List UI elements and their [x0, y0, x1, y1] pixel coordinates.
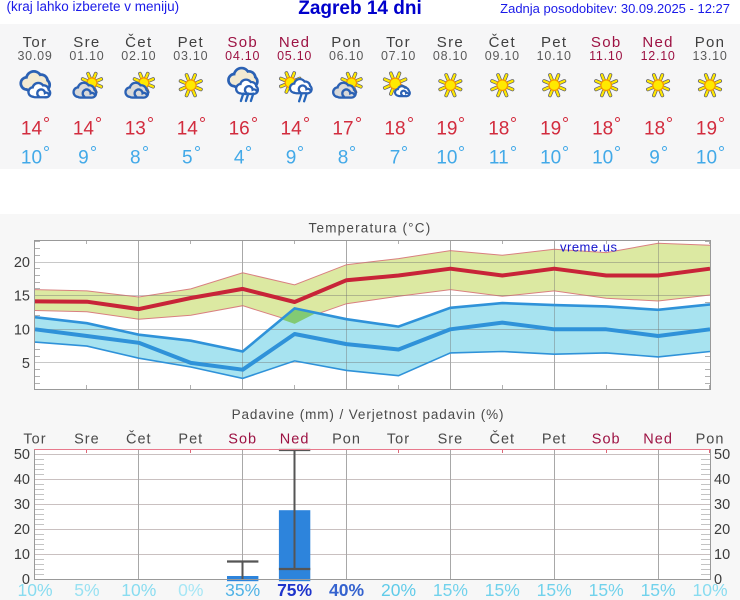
svg-text:0: 0	[22, 572, 30, 588]
svg-text:Padavine (mm) / Verjetnost pad: Padavine (mm) / Verjetnost padavin (%)	[232, 407, 505, 422]
svg-text:20: 20	[14, 255, 30, 271]
svg-text:10: 10	[14, 547, 30, 563]
svg-text:0: 0	[714, 572, 722, 588]
svg-text:Sre: Sre	[74, 432, 100, 448]
svg-text:20: 20	[714, 522, 730, 538]
svg-text:Sob: Sob	[228, 432, 257, 448]
svg-text:Pon: Pon	[332, 432, 361, 448]
svg-text:Sob: Sob	[592, 432, 621, 448]
svg-text:15%: 15%	[589, 580, 624, 600]
svg-text:15: 15	[14, 289, 30, 305]
svg-text:0%: 0%	[178, 580, 203, 600]
svg-text:Tor: Tor	[387, 432, 410, 448]
svg-text:Čet: Čet	[490, 431, 516, 448]
svg-text:10%: 10%	[17, 580, 52, 600]
svg-text:35%: 35%	[225, 580, 260, 600]
svg-text:Temperatura (°C): Temperatura (°C)	[309, 220, 432, 235]
svg-text:vreme.us: vreme.us	[560, 239, 617, 254]
svg-text:10: 10	[714, 547, 730, 563]
svg-text:75%: 75%	[277, 580, 312, 600]
svg-text:30: 30	[714, 497, 730, 513]
svg-text:Pet: Pet	[178, 432, 203, 448]
svg-text:Tor: Tor	[23, 432, 46, 448]
svg-text:50: 50	[714, 447, 730, 463]
svg-text:Ned: Ned	[643, 432, 673, 448]
svg-text:Sre: Sre	[438, 432, 464, 448]
svg-text:40%: 40%	[329, 580, 364, 600]
svg-text:50: 50	[14, 447, 30, 463]
svg-text:10%: 10%	[692, 580, 727, 600]
svg-text:5%: 5%	[74, 580, 99, 600]
svg-text:15%: 15%	[485, 580, 520, 600]
svg-text:20: 20	[14, 522, 30, 538]
svg-text:10: 10	[14, 322, 30, 338]
svg-text:15%: 15%	[537, 580, 572, 600]
svg-text:10%: 10%	[121, 580, 156, 600]
svg-text:20%: 20%	[381, 580, 416, 600]
svg-text:15%: 15%	[641, 580, 676, 600]
svg-text:40: 40	[714, 472, 730, 488]
svg-text:5: 5	[22, 356, 30, 372]
svg-text:40: 40	[14, 472, 30, 488]
svg-text:15%: 15%	[433, 580, 468, 600]
svg-text:Pet: Pet	[542, 432, 567, 448]
svg-text:Pon: Pon	[696, 432, 725, 448]
svg-text:Čet: Čet	[126, 431, 152, 448]
svg-text:Ned: Ned	[280, 432, 310, 448]
svg-text:30: 30	[14, 497, 30, 513]
